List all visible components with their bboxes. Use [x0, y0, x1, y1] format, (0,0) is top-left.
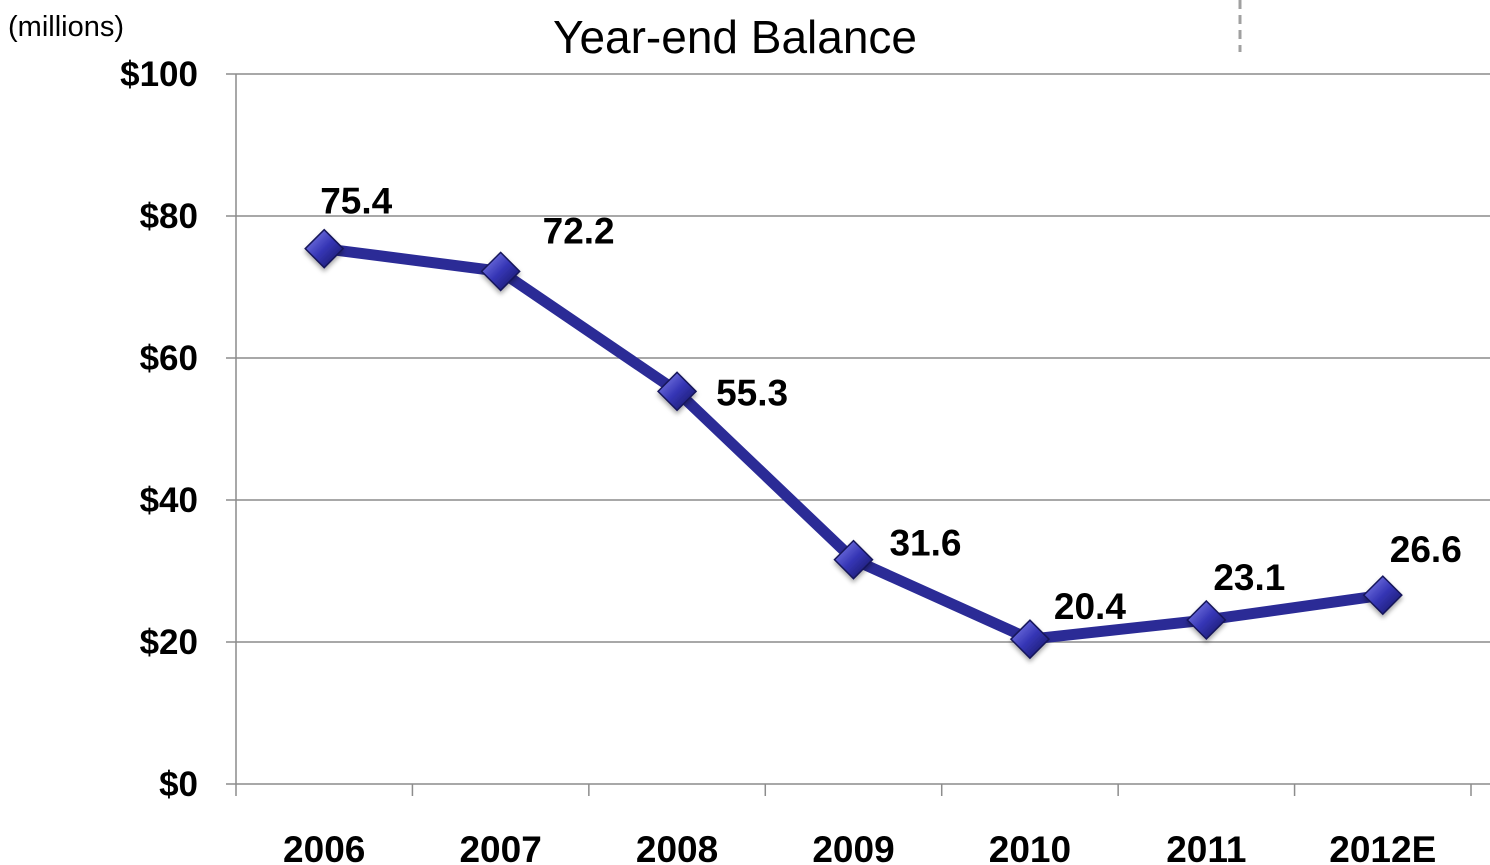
data-label: 20.4 [1054, 586, 1126, 627]
data-point-marker [1186, 599, 1227, 641]
x-tick-label: 2011 [1166, 829, 1246, 865]
x-tick-label: 2010 [989, 829, 1071, 865]
data-point-marker [304, 228, 345, 269]
y-tick-label: $80 [140, 197, 198, 236]
data-label: 26.6 [1390, 529, 1462, 570]
data-markers [304, 228, 1403, 660]
y-tick-label: $100 [120, 55, 198, 94]
y-tick-label: $60 [140, 339, 198, 378]
data-label: 75.4 [320, 181, 392, 222]
data-point-marker [833, 539, 874, 580]
data-labels: 75.4 72.2 55.3 31.6 20.4 23.1 26.6 [320, 181, 1462, 627]
data-label: 55.3 [716, 372, 788, 413]
unit-label: (millions) [8, 11, 124, 43]
x-tick-label: 2006 [283, 829, 365, 865]
data-label: 72.2 [543, 210, 615, 251]
gridlines [226, 73, 1490, 785]
chart-title: Year-end Balance [553, 11, 917, 63]
data-point-marker [1362, 575, 1403, 616]
data-point-marker [1009, 619, 1050, 660]
axes [235, 74, 1490, 796]
x-tick-label: 2007 [459, 829, 541, 865]
data-label: 31.6 [889, 523, 961, 564]
y-tick-label: $40 [140, 481, 198, 520]
x-tick-label: 2008 [636, 829, 718, 865]
y-tick-label: $20 [140, 623, 198, 662]
x-axis-tick-labels: 2006 2007 2008 2009 2010 2011 2012E [283, 829, 1436, 865]
x-tick-label: 2012E [1329, 829, 1436, 865]
x-tick-label: 2009 [812, 829, 894, 865]
data-point-marker [480, 251, 521, 292]
y-axis-tick-labels: $0 $20 $40 $60 $80 $100 [120, 55, 198, 804]
data-point-marker [657, 371, 698, 412]
y-tick-label: $0 [159, 765, 198, 804]
data-label: 23.1 [1213, 557, 1285, 598]
